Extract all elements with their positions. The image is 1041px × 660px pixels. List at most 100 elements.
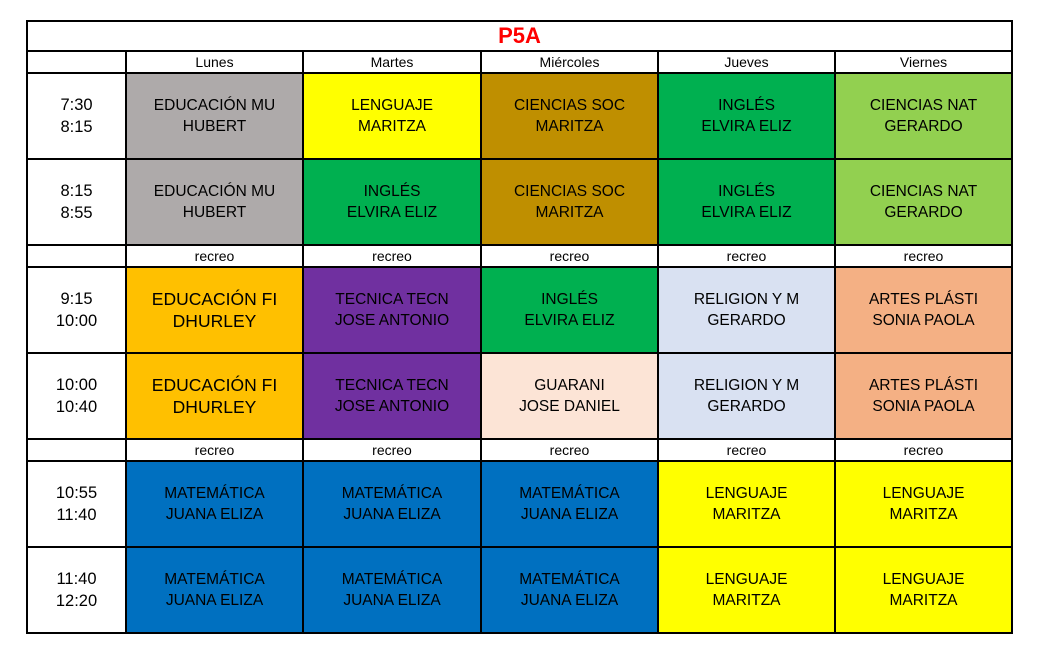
class-cell: LENGUAJE MARITZA: [657, 460, 836, 548]
class-cell: MATEMÁTICA JUANA ELIZA: [480, 546, 659, 634]
class-cell: MATEMÁTICA JUANA ELIZA: [125, 460, 304, 548]
class-cell: EDUCACIÓN MU HUBERT: [125, 72, 304, 160]
period-row: 10:55 11:40 MATEMÁTICA JUANA ELIZA MATEMÁTIC…: [26, 460, 1013, 548]
day-header-4: Viernes: [834, 50, 1013, 74]
class-cell: ARTES PLÁSTI SONIA PAOLA: [834, 266, 1013, 354]
start-time: 9:15: [60, 290, 93, 308]
subject: MATEMÁTICA: [519, 571, 620, 588]
subject: INGLÉS: [363, 183, 421, 200]
timetable-title: P5A: [26, 20, 1013, 52]
subject: CIENCIAS NAT: [869, 183, 978, 200]
subject: RELIGION Y M: [693, 377, 800, 394]
break-time-cell: [26, 438, 127, 462]
subject: MATEMÁTICA: [164, 571, 265, 588]
period-row: 11:40 12:20 MATEMÁTICA JUANA ELIZA MATEMÁTIC…: [26, 546, 1013, 634]
class-cell: CIENCIAS SOC MARITZA: [480, 72, 659, 160]
time-cell: 8:15 8:55: [26, 158, 127, 246]
break-cell: recreo: [480, 438, 659, 462]
teacher: DHURLEY: [172, 311, 257, 331]
class-cell: MATEMÁTICA JUANA ELIZA: [302, 460, 482, 548]
teacher: JUANA ELIZA: [343, 506, 441, 523]
period-row: 8:15 8:55 EDUCACIÓN MU HUBERT INGLÉS ELVIRA E…: [26, 158, 1013, 246]
end-time: 11:40: [56, 506, 97, 524]
class-cell: LENGUAJE MARITZA: [302, 72, 482, 160]
start-time: 11:40: [56, 570, 97, 588]
subject: LENGUAJE: [882, 571, 965, 588]
day-header-1: Martes: [302, 50, 482, 74]
class-cell: INGLÉS ELVIRA ELIZ: [302, 158, 482, 246]
class-cell: RELIGION Y M GERARDO: [657, 352, 836, 440]
start-time: 8:15: [60, 182, 93, 200]
break-cell: recreo: [302, 438, 482, 462]
day-header-0: Lunes: [125, 50, 304, 74]
subject: EDUCACIÓN MU: [153, 183, 276, 200]
subject: EDUCACIÓN FI: [151, 375, 278, 395]
start-time: 10:00: [55, 376, 98, 394]
teacher: GERARDO: [707, 398, 786, 415]
class-cell: RELIGION Y M GERARDO: [657, 266, 836, 354]
break-cell: recreo: [657, 244, 836, 268]
teacher: GERARDO: [884, 118, 963, 135]
period-row: 10:00 10:40 EDUCACIÓN FI DHURLEY TECNICA TEC…: [26, 352, 1013, 440]
start-time: 10:55: [55, 484, 98, 502]
time-cell: 10:00 10:40: [26, 352, 127, 440]
subject: RELIGION Y M: [693, 291, 800, 308]
subject: TECNICA TECN: [335, 291, 449, 308]
teacher: MARITZA: [535, 118, 604, 135]
teacher: JUANA ELIZA: [343, 592, 441, 609]
class-cell: LENGUAJE MARITZA: [657, 546, 836, 634]
class-cell: INGLÉS ELVIRA ELIZ: [480, 266, 659, 354]
subject: LENGUAJE: [705, 571, 788, 588]
teacher: MARITZA: [712, 592, 781, 609]
day-header-3: Jueves: [657, 50, 836, 74]
class-cell: CIENCIAS NAT GERARDO: [834, 72, 1013, 160]
subject: LENGUAJE: [705, 485, 788, 502]
teacher: JOSE DANIEL: [519, 398, 620, 415]
class-cell: TECNICA TECN JOSE ANTONIO: [302, 266, 482, 354]
class-cell: EDUCACIÓN FI DHURLEY: [125, 352, 304, 440]
time-cell: 10:55 11:40: [26, 460, 127, 548]
subject: EDUCACIÓN MU: [153, 97, 276, 114]
subject: INGLÉS: [718, 97, 775, 114]
teacher: MARITZA: [357, 118, 427, 135]
break-cell: recreo: [834, 438, 1013, 462]
timetable: P5A Lunes Martes Miércoles Jueves Viernes 7:…: [26, 20, 1013, 634]
end-time: 10:40: [55, 398, 98, 416]
teacher: SONIA PAOLA: [872, 312, 975, 329]
class-cell: EDUCACIÓN MU HUBERT: [125, 158, 304, 246]
subject: MATEMÁTICA: [341, 571, 443, 588]
break-cell: recreo: [480, 244, 659, 268]
teacher: MARITZA: [889, 592, 958, 609]
teacher: ELVIRA ELIZ: [701, 204, 792, 221]
subject: LENGUAJE: [882, 485, 965, 502]
class-cell: INGLÉS ELVIRA ELIZ: [657, 158, 836, 246]
break-time-cell: [26, 244, 127, 268]
subject: MATEMÁTICA: [164, 485, 265, 502]
break-cell: recreo: [125, 438, 304, 462]
class-cell: LENGUAJE MARITZA: [834, 546, 1013, 634]
break-cell: recreo: [657, 438, 836, 462]
teacher: ELVIRA ELIZ: [701, 118, 792, 135]
time-header: [26, 50, 127, 74]
class-cell: TECNICA TECN JOSE ANTONIO: [302, 352, 482, 440]
end-time: 8:55: [60, 204, 93, 222]
teacher: MARITZA: [889, 506, 958, 523]
class-cell: INGLÉS ELVIRA ELIZ: [657, 72, 836, 160]
class-cell: MATEMÁTICA JUANA ELIZA: [125, 546, 304, 634]
teacher: GERARDO: [884, 204, 963, 221]
subject: MATEMÁTICA: [341, 485, 443, 502]
period-row: 9:15 10:00 EDUCACIÓN FI DHURLEY TECNICA TECN…: [26, 266, 1013, 354]
teacher: JUANA ELIZA: [165, 506, 264, 523]
subject: ARTES PLÁSTI: [868, 377, 979, 394]
teacher: GERARDO: [707, 312, 786, 329]
teacher: ELVIRA ELIZ: [346, 204, 438, 221]
class-cell: LENGUAJE MARITZA: [834, 460, 1013, 548]
class-cell: CIENCIAS SOC MARITZA: [480, 158, 659, 246]
teacher: DHURLEY: [172, 397, 257, 417]
teacher: MARITZA: [712, 506, 781, 523]
teacher: SONIA PAOLA: [872, 398, 975, 415]
teacher: JUANA ELIZA: [520, 506, 619, 523]
teacher: ELVIRA ELIZ: [524, 312, 615, 329]
teacher: JUANA ELIZA: [165, 592, 264, 609]
subject: CIENCIAS NAT: [869, 97, 978, 114]
